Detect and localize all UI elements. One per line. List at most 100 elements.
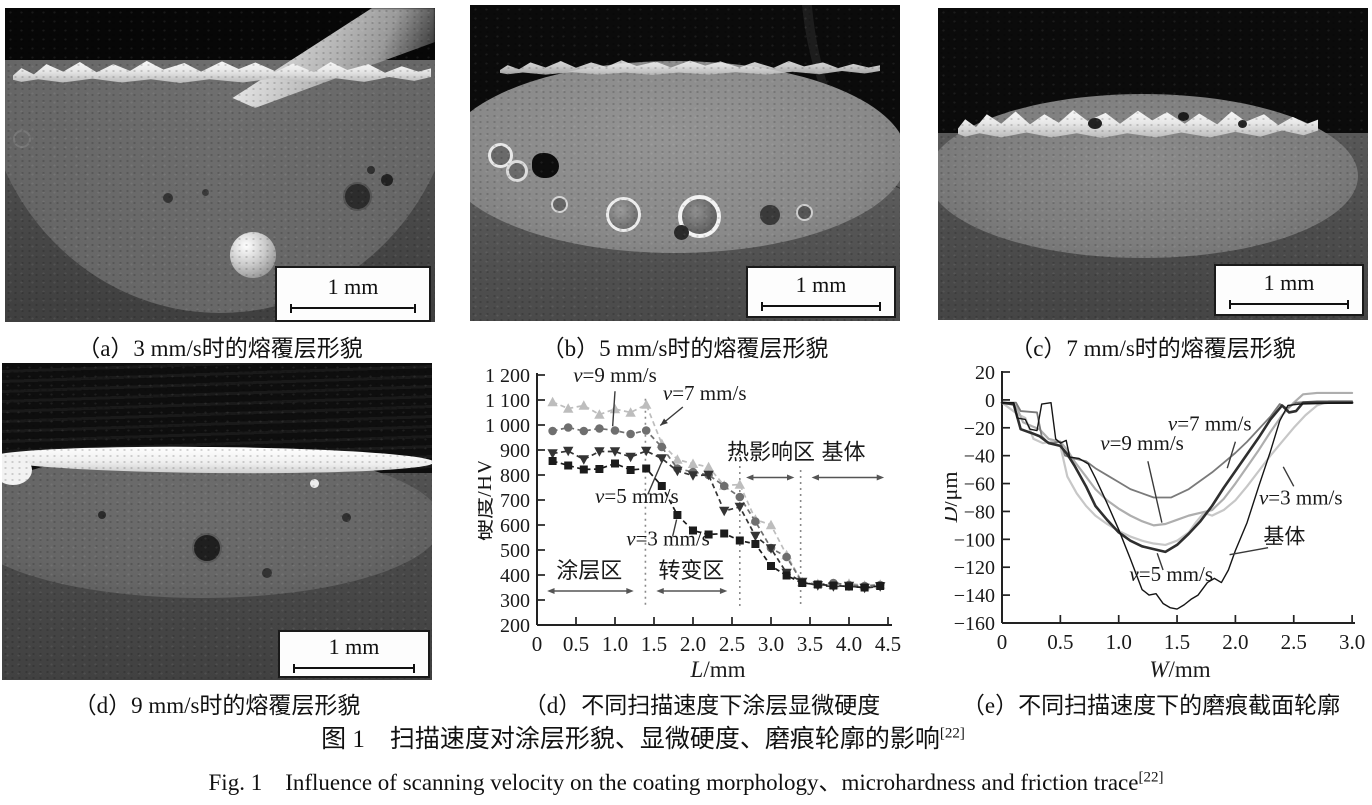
svg-text:v=3 mm/s: v=3 mm/s [1259,485,1343,509]
svg-text:0: 0 [997,630,1008,654]
svg-text:1 100: 1 100 [485,390,530,412]
annotations: v=9 mm/sv=7 mm/s v=5 mm/s v=3 mm/s [573,363,746,551]
svg-text:转变区: 转变区 [658,558,724,583]
svg-text:基体: 基体 [1263,525,1305,549]
svg-text:D/μm: D/μm [945,472,962,524]
svg-text:v=7 mm/s: v=7 mm/s [1168,412,1252,436]
pore [192,533,222,563]
svg-text:基体: 基体 [822,440,866,465]
scale-bar: 1 mm [1214,264,1364,316]
pore-ring [506,160,528,182]
sem-top-crust [500,60,880,75]
svg-text:−60: −60 [964,474,995,496]
svg-text:v=5 mm/s: v=5 mm/s [595,484,679,508]
svg-text:0: 0 [985,390,995,412]
svg-text:v=7 mm/s: v=7 mm/s [663,381,747,405]
series-v5mms [1000,401,1354,554]
scale-bar: 1 mm [275,266,431,322]
svg-text:900: 900 [500,440,530,462]
sem-image-c-7mms: 1 mm [938,8,1368,320]
scale-bar-line [292,663,416,673]
svg-text:600: 600 [500,515,530,537]
series-v3mms [548,457,885,592]
svg-text:500: 500 [500,540,530,562]
svg-text:1 000: 1 000 [485,415,530,437]
zone-labels: 涂层区 转变区 热影响区 基体 [547,440,885,595]
svg-text:400: 400 [500,565,530,587]
sem-image-d-9mms: 1 mm [2,363,432,680]
caption-panel-d-chart: （d）不同扫描速度下涂层显微硬度 [523,693,881,718]
bright-sphere-particle [230,232,276,278]
pore [758,203,782,227]
bright-speck [310,479,319,488]
pore [367,166,375,174]
svg-text:0: 0 [532,632,543,656]
svg-text:−20: −20 [964,418,995,440]
series-v9mms [1000,391,1354,527]
svg-text:1.0: 1.0 [1106,630,1132,654]
crust-pit [1238,120,1247,128]
crust-pit [1178,112,1189,121]
svg-text:2.5: 2.5 [719,632,745,656]
pore [163,193,173,203]
scale-bar: 1 mm [746,266,896,318]
scale-bar-label: 1 mm [328,633,380,659]
scale-bar: 1 mm [278,630,430,678]
sem-image-a-3mms: 1 mm [5,8,435,322]
svg-text:0.5: 0.5 [563,632,589,656]
scale-bar-label: 1 mm [1263,269,1315,295]
caption-panel-e-chart: （e）不同扫描速度下的磨痕截面轮廓 [961,693,1341,718]
scale-bar-line [290,303,416,313]
svg-text:W/mm: W/mm [1149,657,1210,681]
svg-text:800: 800 [500,465,530,487]
annotations: v=7 mm/sv=9 mm/s v=3 mm/s 基体 v=5 mm/s [1100,412,1342,587]
svg-text:2.0: 2.0 [1222,630,1248,654]
svg-text:2.5: 2.5 [1281,630,1307,654]
svg-text:20: 20 [975,363,995,384]
figure-caption-en-text: Fig. 1 Influence of scanning velocity on… [208,770,1139,795]
sem-top-crust [13,60,431,83]
svg-text:v=9 mm/s: v=9 mm/s [1100,431,1184,455]
svg-text:1.0: 1.0 [602,632,628,656]
svg-text:0.5: 0.5 [1047,630,1073,654]
figure-caption-en-ref: [22] [1138,769,1164,786]
scale-bar-line [760,301,882,311]
svg-text:−120: −120 [954,557,995,579]
svg-text:700: 700 [500,490,530,512]
svg-text:硬度/HV: 硬度/HV [478,459,496,541]
axes: 200 300 400 500 600 700 800 900 1 000 1 100 1 200 0… [478,365,901,681]
svg-text:−80: −80 [964,501,995,523]
chart-microhardness: 200 300 400 500 600 700 800 900 1 000 1 100 1 200 0… [478,363,901,681]
pore-ring [551,196,568,213]
svg-text:3.0: 3.0 [1339,630,1365,654]
svg-text:2.0: 2.0 [680,632,706,656]
crust-pit [1088,118,1102,129]
pore [343,182,372,211]
pore [262,568,272,578]
svg-text:−100: −100 [954,529,995,551]
svg-text:涂层区: 涂层区 [556,558,622,583]
pore [381,174,393,186]
svg-text:L/mm: L/mm [690,657,746,681]
pore-ring [678,195,721,238]
pore [532,153,559,178]
caption-panel-d-sem: （d）9 mm/s时的熔覆层形貌 [73,693,361,718]
pore [13,130,31,148]
svg-text:1.5: 1.5 [1164,630,1190,654]
svg-text:−140: −140 [954,585,995,607]
pore [202,189,209,196]
scale-bar-line [1228,299,1350,309]
caption-panel-b: （b）5 mm/s时的熔覆层形貌 [541,336,829,361]
svg-text:200: 200 [500,615,530,637]
caption-panel-a: （a）3 mm/s时的熔覆层形貌 [77,336,363,361]
scale-bar-label: 1 mm [795,271,847,297]
pore [674,225,689,240]
svg-text:1 200: 1 200 [485,365,530,387]
svg-text:−160: −160 [954,613,995,635]
figure-caption-en: Fig. 1 Influence of scanning velocity on… [0,763,1372,797]
svg-text:3.5: 3.5 [797,632,823,656]
bright-blob [2,455,32,485]
sem-image-b-5mms: 1 mm [470,5,900,321]
